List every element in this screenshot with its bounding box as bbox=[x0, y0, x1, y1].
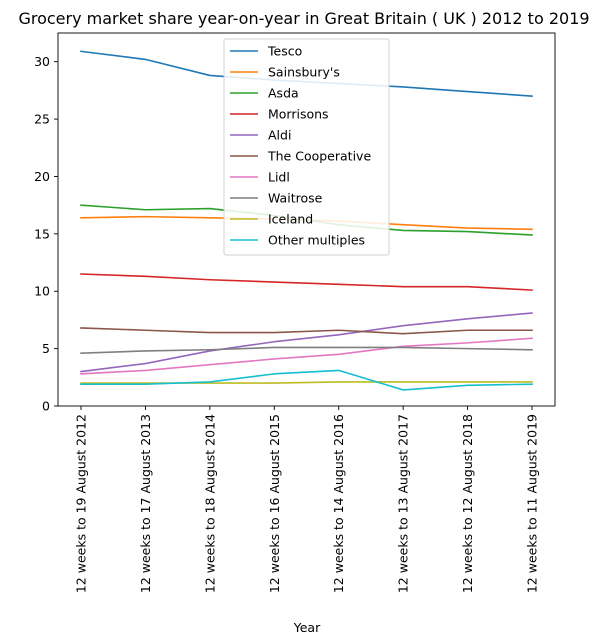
legend-label-7: Waitrose bbox=[268, 191, 323, 206]
y-tick-label-6: 30 bbox=[34, 54, 50, 69]
y-tick-label-5: 25 bbox=[34, 112, 50, 127]
y-tick-label-0: 0 bbox=[42, 399, 50, 414]
legend-label-2: Asda bbox=[268, 86, 299, 101]
legend-label-3: Morrisons bbox=[268, 107, 329, 122]
series-line-4 bbox=[80, 312, 533, 373]
x-tick-label-0: 12 weeks to 19 August 2012 bbox=[74, 414, 89, 593]
legend-label-1: Sainsbury's bbox=[268, 65, 340, 80]
x-tick-label-3: 12 weeks to 16 August 2015 bbox=[267, 414, 282, 593]
x-tick-label-2: 12 weeks to 18 August 2014 bbox=[202, 414, 217, 593]
series-line-8 bbox=[80, 381, 533, 384]
legend-box bbox=[223, 38, 390, 256]
y-tick-label-4: 20 bbox=[34, 169, 50, 184]
x-tick-label-7: 12 weeks to 11 August 2019 bbox=[525, 414, 540, 593]
legend-label-9: Other multiples bbox=[268, 233, 365, 248]
plot-frame bbox=[57, 32, 556, 407]
legend: Tesco Sainsbury's Asda Morrisons Aldi The Coo… bbox=[223, 38, 390, 256]
series-line-3 bbox=[80, 273, 533, 291]
y-tick-label-3: 15 bbox=[34, 226, 50, 241]
plot-area: 0 5 10 15 20 25 30 12 weeks to 19 August 2012 12… bbox=[34, 32, 556, 593]
x-tick-label-1: 12 weeks to 17 August 2013 bbox=[138, 414, 153, 593]
series-line-7 bbox=[80, 346, 533, 355]
y-tick-label-2: 10 bbox=[34, 284, 50, 299]
x-axis-label: Year bbox=[293, 620, 321, 635]
x-tick-label-4: 12 weeks to 14 August 2016 bbox=[331, 414, 346, 593]
x-tick-label-6: 12 weeks to 12 August 2018 bbox=[460, 414, 475, 593]
legend-label-0: Tesco bbox=[267, 44, 302, 59]
series-line-5 bbox=[80, 327, 533, 335]
series-line-9 bbox=[80, 369, 533, 391]
legend-label-5: The Cooperative bbox=[267, 149, 371, 164]
x-tick-label-5: 12 weeks to 13 August 2017 bbox=[396, 414, 411, 593]
legend-label-4: Aldi bbox=[268, 128, 291, 143]
chart-title: Grocery market share year-on-year in Gre… bbox=[18, 9, 589, 28]
y-tick-label-1: 5 bbox=[42, 341, 50, 356]
series-line-6 bbox=[80, 337, 533, 375]
legend-label-6: Lidl bbox=[268, 170, 290, 185]
legend-label-8: Iceland bbox=[268, 212, 313, 227]
